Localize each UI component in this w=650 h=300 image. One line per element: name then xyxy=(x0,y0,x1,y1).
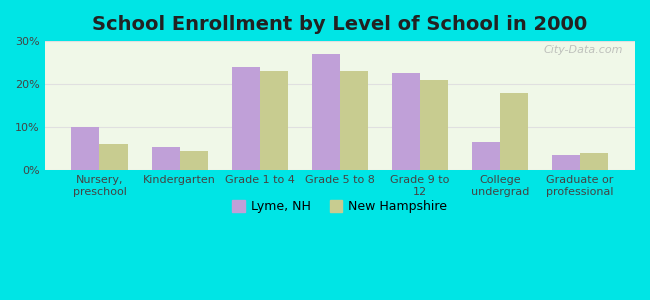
Bar xyxy=(260,71,288,170)
Bar xyxy=(231,67,260,170)
Title: School Enrollment by Level of School in 2000: School Enrollment by Level of School in … xyxy=(92,15,588,34)
Bar xyxy=(420,80,448,170)
Bar xyxy=(99,144,127,170)
Bar xyxy=(392,74,420,170)
Bar xyxy=(72,127,99,170)
Text: City-Data.com: City-Data.com xyxy=(543,45,623,55)
Bar xyxy=(151,147,179,170)
Bar xyxy=(312,54,340,170)
Bar xyxy=(552,155,580,170)
Bar xyxy=(179,151,207,170)
Bar xyxy=(580,153,608,170)
Bar xyxy=(340,71,368,170)
Bar xyxy=(472,142,500,170)
Legend: Lyme, NH, New Hampshire: Lyme, NH, New Hampshire xyxy=(227,195,452,218)
Bar xyxy=(500,93,528,170)
